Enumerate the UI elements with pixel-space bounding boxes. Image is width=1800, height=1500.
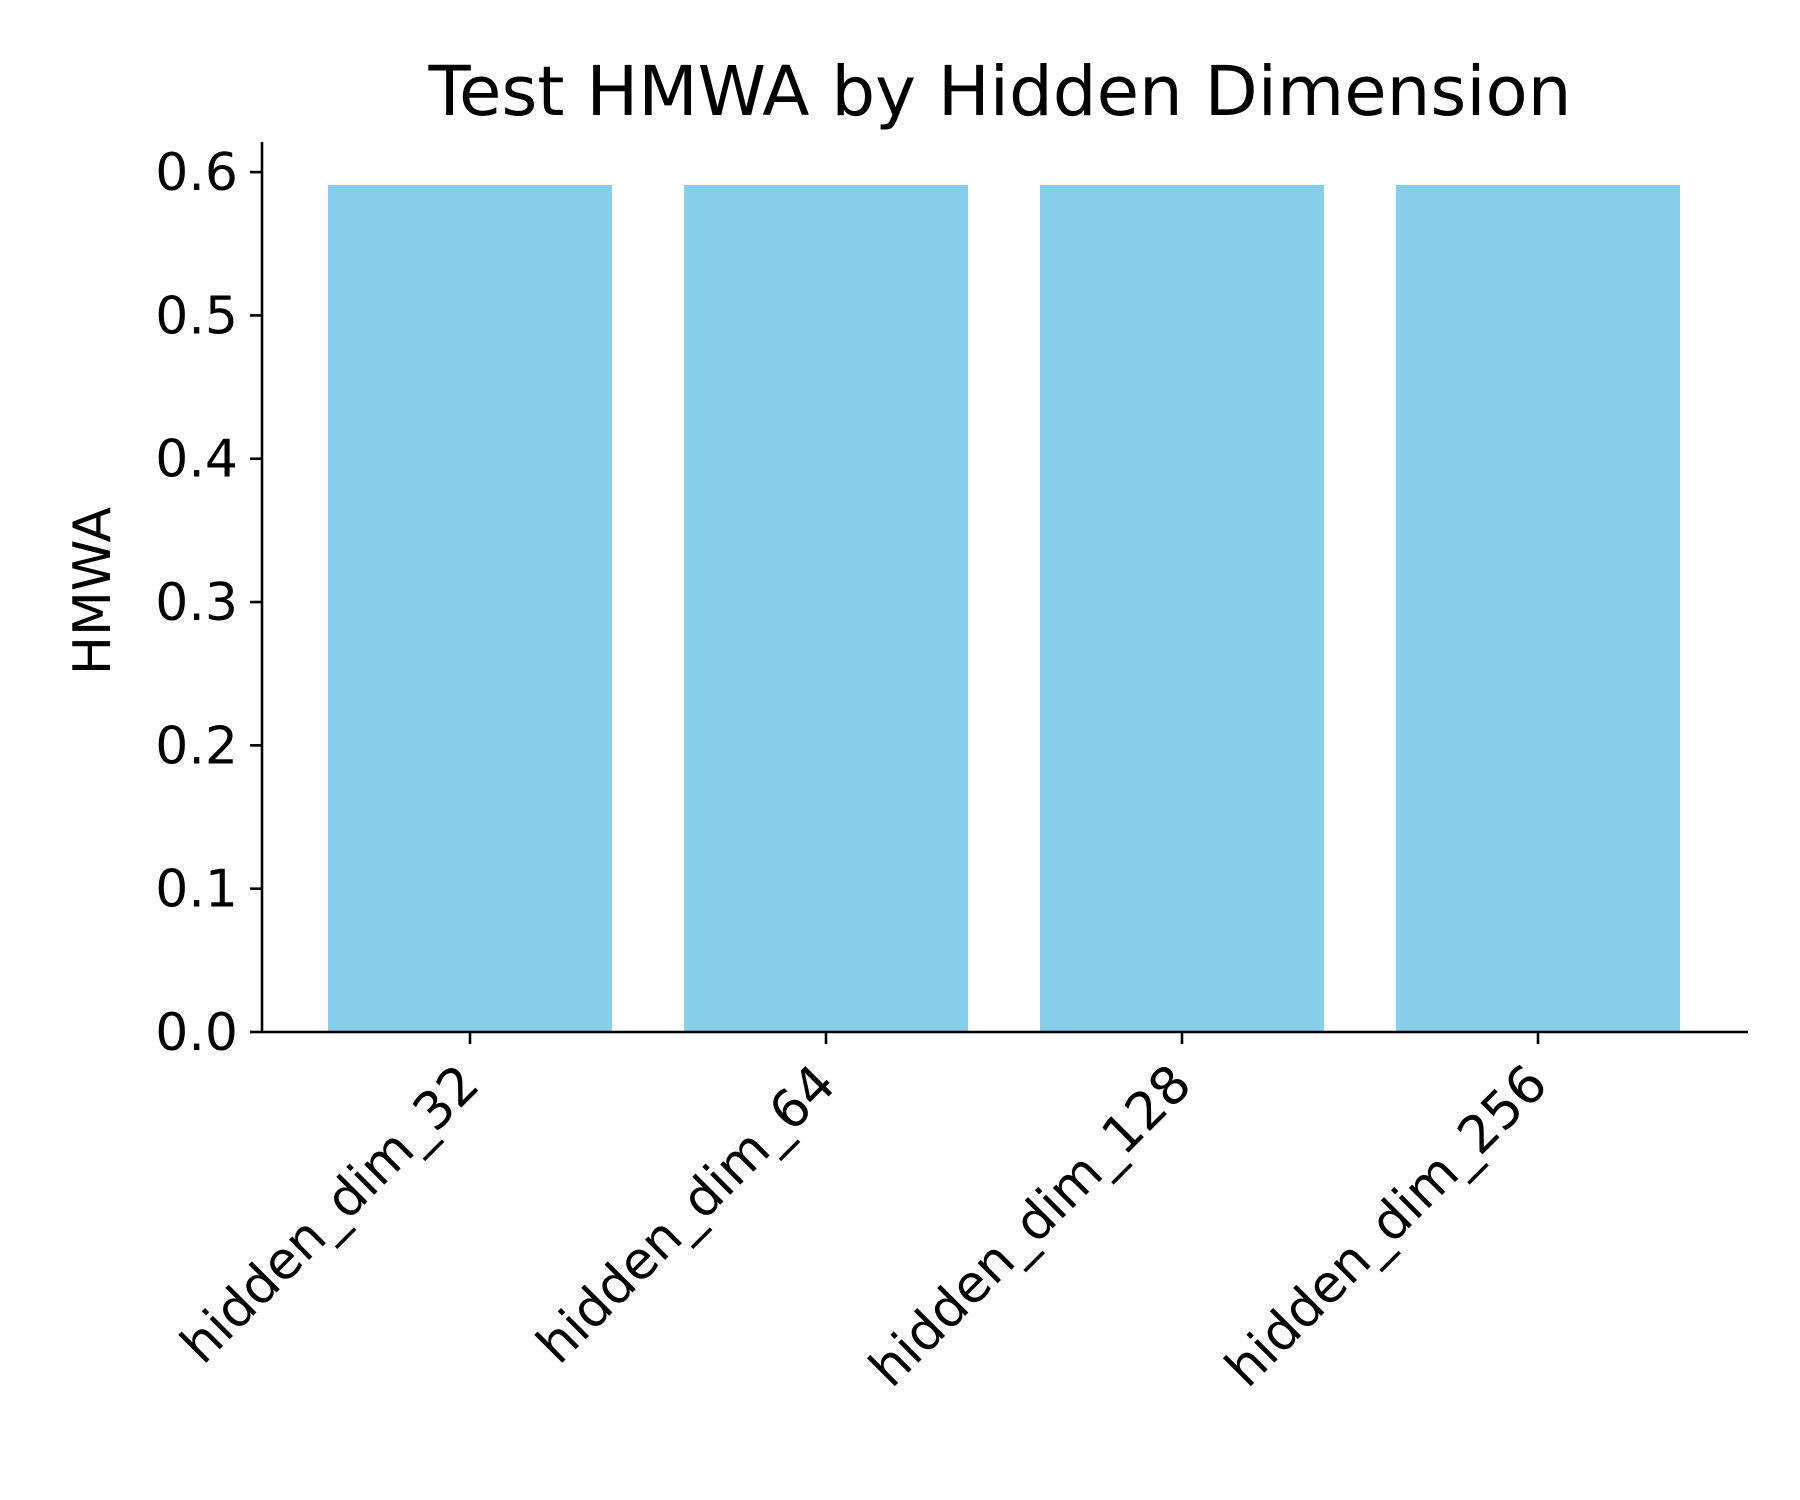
y-axis-label: HMWA — [63, 507, 123, 676]
chart-title: Test HMWA by Hidden Dimension — [428, 52, 1572, 132]
y-tick-label: 0.0 — [155, 1003, 238, 1063]
x-tick-label: hidden_dim_32 — [170, 1054, 491, 1375]
x-axis: hidden_dim_32 hidden_dim_64 hidden_dim_128… — [170, 1030, 1748, 1399]
y-tick-label: 0.5 — [155, 286, 238, 346]
y-tick-label: 0.2 — [155, 716, 238, 776]
y-axis: 0.0 0.1 0.2 0.3 0.4 0.5 0.6 — [155, 142, 264, 1063]
y-tick-label: 0.4 — [155, 430, 238, 490]
x-tick-label: hidden_dim_64 — [526, 1054, 847, 1375]
bar-hidden-dim-128 — [1040, 184, 1324, 1032]
bar-hidden-dim-64 — [684, 184, 968, 1032]
bar-hidden-dim-32 — [328, 184, 612, 1032]
x-tick-label: hidden_dim_128 — [858, 1054, 1203, 1399]
y-tick-label: 0.6 — [155, 143, 238, 203]
bar-hidden-dim-256 — [1396, 184, 1680, 1032]
plot-area — [328, 184, 1680, 1032]
y-tick-label: 0.1 — [155, 860, 238, 920]
y-tick-label: 0.3 — [155, 573, 238, 633]
x-tick-label: hidden_dim_256 — [1214, 1054, 1559, 1399]
